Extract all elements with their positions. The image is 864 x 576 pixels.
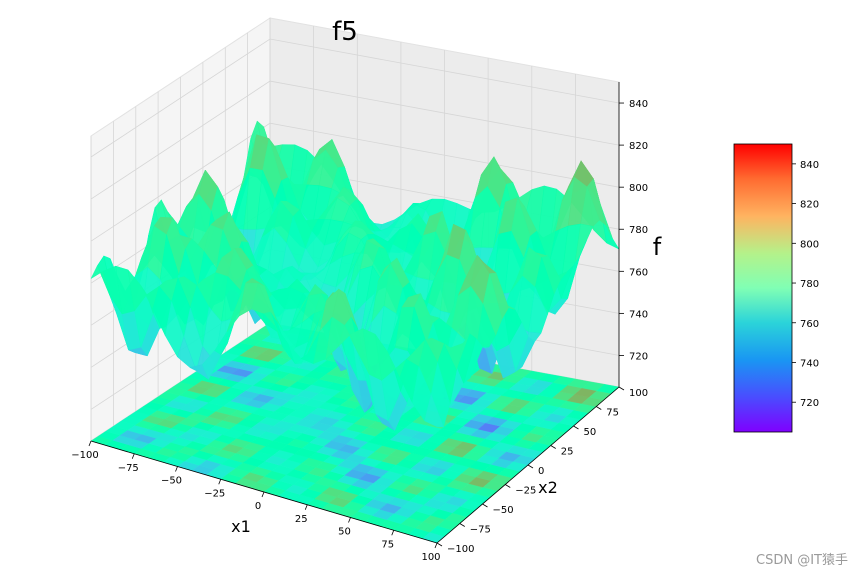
x-axis-label: x1 [231, 517, 251, 536]
x-tick-mark [434, 542, 438, 549]
tick-labels: −100−75−50−250255075100−100−75−50−250255… [71, 99, 648, 563]
x-tick-label: −100 [71, 450, 98, 461]
colorbar-tick-label: 800 [800, 239, 819, 250]
z-tick-label: 720 [629, 351, 648, 362]
y-tick-label: 75 [606, 408, 619, 419]
y-tick-label: 25 [561, 447, 574, 458]
grid-line-z [90, 38, 620, 158]
y-tick-mark [527, 464, 534, 469]
x-tick-label: −25 [204, 488, 225, 499]
grid-line-z [90, 122, 620, 242]
y-tick-mark [482, 503, 488, 508]
x-tick-label: 100 [421, 552, 440, 563]
y-tick-label: −75 [470, 525, 491, 536]
x-tick-label: 75 [381, 539, 394, 550]
y-tick-mark [550, 445, 556, 449]
x-tick-mark [391, 530, 395, 536]
x-tick-label: 50 [338, 527, 351, 538]
colorbar-tick-label: 820 [800, 200, 819, 211]
x-tick-label: 25 [295, 514, 308, 525]
y-tick-mark [459, 523, 465, 527]
z-tick-label: 780 [629, 225, 648, 236]
y-axis-label: x2 [538, 478, 558, 497]
surface-facet [424, 393, 444, 428]
y-tick-label: −100 [447, 544, 474, 555]
x-tick-mark [88, 440, 92, 447]
y-tick-mark [436, 542, 443, 547]
x-tick-label: −75 [118, 463, 139, 474]
chart-title: f5 [332, 17, 358, 47]
x-tick-mark [218, 479, 222, 485]
colorbar-tick-label: 740 [800, 358, 819, 369]
x-tick-label: −50 [161, 476, 182, 487]
y-tick-mark [596, 406, 602, 410]
colorbar-tick-label: 720 [800, 398, 819, 409]
y-tick-mark [618, 386, 625, 391]
y-tick-mark [573, 425, 579, 430]
colorbar-tick-label: 840 [800, 160, 819, 171]
y-tick-label: 100 [629, 388, 648, 399]
x-tick-mark [304, 504, 308, 510]
z-tick-label: 820 [629, 141, 648, 152]
x-tick-mark [131, 453, 135, 459]
grid-line-z [90, 80, 620, 200]
colorbar-ticks: 720 740 760 780 800 820 840 [792, 160, 819, 409]
colorbar-tick-label: 780 [800, 279, 819, 290]
y-tick-label: −25 [515, 486, 536, 497]
colorbar: 720 740 760 780 800 820 840 [733, 143, 819, 433]
z-tick-label: 740 [629, 309, 648, 320]
y-tick-label: −50 [493, 505, 514, 516]
x-tick-mark [348, 517, 351, 523]
z-axis-label: f [653, 233, 662, 261]
z-tick-label: 800 [629, 183, 648, 194]
y-tick-mark [505, 484, 511, 488]
x-tick-mark [175, 466, 178, 472]
z-tick-label: 840 [629, 99, 648, 110]
y-tick-label: 50 [584, 427, 597, 438]
colorbar-gradient [733, 143, 793, 433]
x-tick-label: 0 [255, 501, 261, 512]
z-tick-label: 760 [629, 267, 648, 278]
y-tick-label: 0 [538, 466, 544, 477]
watermark: CSDN @IT猿手 [756, 553, 848, 568]
colorbar-tick-label: 760 [800, 319, 819, 330]
surface-plot [90, 120, 620, 431]
x-tick-mark [261, 491, 265, 498]
